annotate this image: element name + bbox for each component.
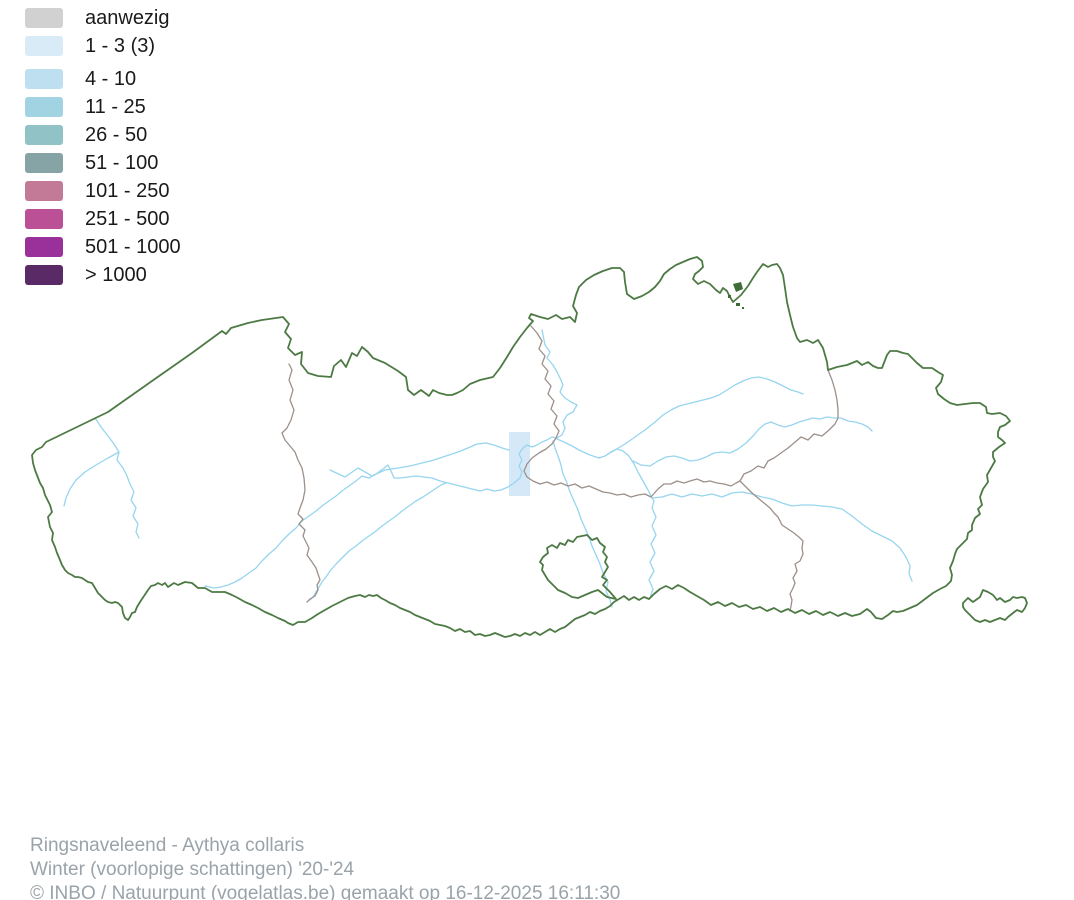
river-kleine-nete xyxy=(604,376,804,457)
legend-label: 251 - 500 xyxy=(85,207,170,230)
legend-item: 501 - 1000 xyxy=(25,235,181,258)
river-leie xyxy=(204,464,395,589)
legend-item: aanwezig xyxy=(25,6,181,29)
legend-label: 11 - 25 xyxy=(85,95,146,118)
legend-label: 101 - 250 xyxy=(85,179,170,202)
legend-label: 4 - 10 xyxy=(85,67,137,90)
river-demer xyxy=(651,491,913,582)
legend-swatch xyxy=(25,8,63,28)
river-dender xyxy=(552,440,613,608)
province-border-brabant-limburg xyxy=(739,480,804,612)
legend-swatch xyxy=(25,153,63,173)
species-title: Ringsnaveleend - Aythya collaris xyxy=(30,835,305,856)
legend-item: 4 - 10 xyxy=(25,67,181,90)
flanders-outer-boundary xyxy=(31,256,1011,638)
river-rupel xyxy=(556,438,600,459)
river-bovenschelde xyxy=(309,482,447,601)
map-legend: aanwezig 1 - 3 (3) 4 - 10 11 - 25 26 - 5… xyxy=(25,6,181,293)
legend-swatch xyxy=(25,181,63,201)
legend-label: 26 - 50 xyxy=(85,123,148,146)
legend-item: 101 - 250 xyxy=(25,179,181,202)
legend-item: 251 - 500 xyxy=(25,207,181,230)
voeren-exclave xyxy=(962,589,1028,623)
season-subtitle: Winter (voorlopige schattingen) '20-'24 xyxy=(30,859,355,880)
rivers-layer xyxy=(63,329,913,608)
baarle-hertog-enclaves xyxy=(728,282,744,309)
river-grote-nete xyxy=(632,416,873,467)
legend-swatch xyxy=(25,125,63,145)
province-border-west xyxy=(281,363,321,603)
legend-label: 501 - 1000 xyxy=(85,235,181,258)
legend-item: 11 - 25 xyxy=(25,95,181,118)
legend-item: 26 - 50 xyxy=(25,123,181,146)
river-ijzer-branch xyxy=(63,451,120,507)
legend-label: > 1000 xyxy=(85,263,147,286)
legend-swatch xyxy=(25,69,63,89)
legend-swatch xyxy=(25,97,63,117)
brussels-region-hole xyxy=(539,534,617,600)
canal-gent xyxy=(329,442,510,478)
river-schelde xyxy=(394,329,578,492)
legend-swatch xyxy=(25,265,63,285)
river-ijzer xyxy=(94,417,140,539)
copyright-line: © INBO / Natuurpunt (vogelatlas.be) gema… xyxy=(30,883,621,900)
legend-swatch xyxy=(25,36,63,56)
legend-label: 51 - 100 xyxy=(85,151,159,174)
province-borders-layer xyxy=(281,325,839,612)
legend-label: aanwezig xyxy=(85,6,170,29)
legend-item: > 1000 xyxy=(25,263,181,286)
province-border-antwerpen-limburg xyxy=(739,369,839,482)
river-dijle xyxy=(598,448,657,599)
province-border-schelde xyxy=(523,325,741,498)
legend-item: 1 - 3 (3) xyxy=(25,34,181,57)
legend-swatch xyxy=(25,237,63,257)
legend-swatch xyxy=(25,209,63,229)
legend-item: 51 - 100 xyxy=(25,151,181,174)
map-attribution: Ringsnaveleend - Aythya collaris Winter … xyxy=(30,834,620,900)
legend-label: 1 - 3 (3) xyxy=(85,34,156,57)
